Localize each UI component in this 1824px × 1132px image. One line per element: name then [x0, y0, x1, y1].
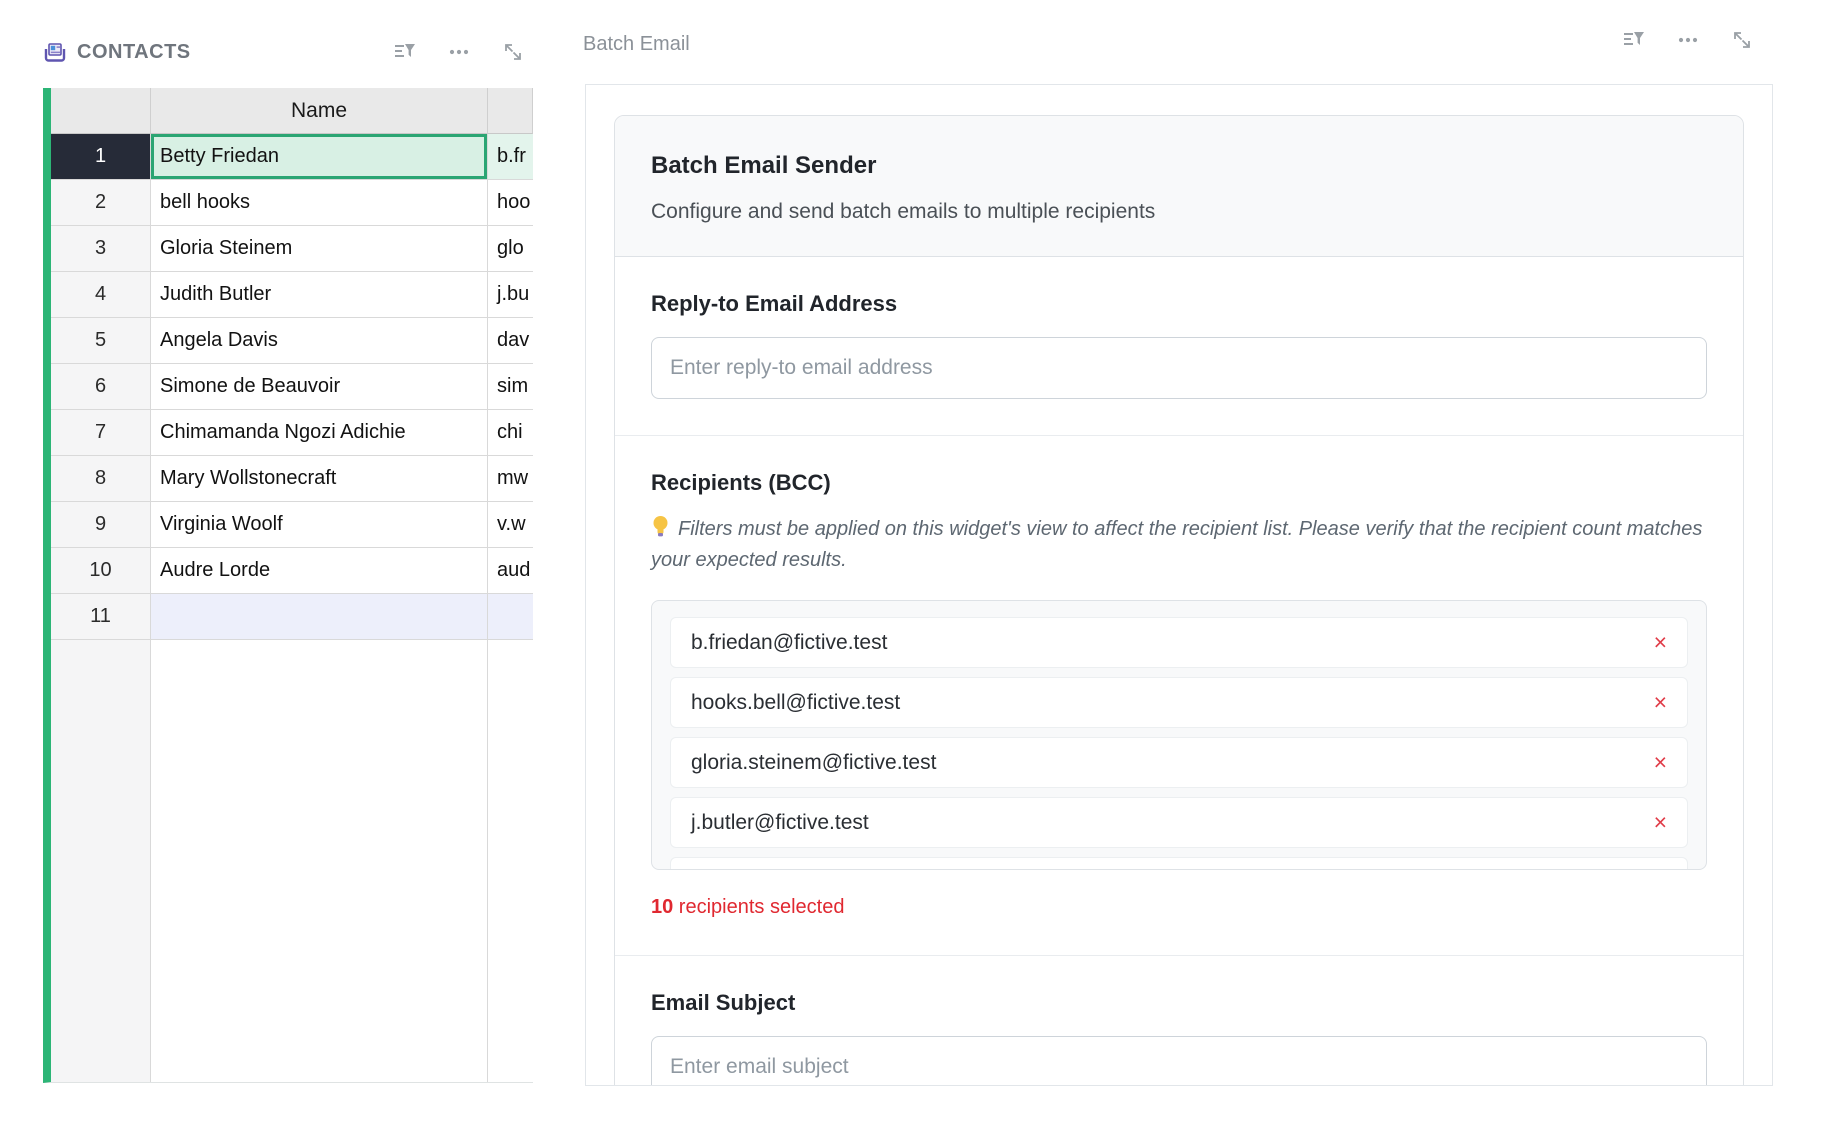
- table-row: 2 bell hooks hoo: [51, 180, 533, 226]
- recipients-hint-text: Filters must be applied on this widget's…: [651, 518, 1703, 571]
- batch-email-widget-body: Batch Email Sender Configure and send ba…: [585, 84, 1773, 1086]
- name-cell[interactable]: Angela Davis: [151, 318, 488, 364]
- name-column-header[interactable]: Name: [151, 88, 488, 134]
- row-number[interactable]: 9: [51, 502, 151, 548]
- batch-email-widget-title: Batch Email: [583, 33, 690, 55]
- subject-input[interactable]: [651, 1036, 1707, 1085]
- table-row: 7 Chimamanda Ngozi Adichie chi: [51, 410, 533, 456]
- remove-recipient-button[interactable]: ×: [1653, 749, 1667, 775]
- row-number[interactable]: 10: [51, 548, 151, 594]
- filter-sort-icon[interactable]: [393, 40, 417, 64]
- name-cell[interactable]: Judith Butler: [151, 272, 488, 318]
- batch-email-form-card: Batch Email Sender Configure and send ba…: [614, 115, 1744, 1085]
- remove-recipient-button[interactable]: ×: [1653, 689, 1667, 715]
- recipient-row: j.butler@fictive.test ×: [670, 797, 1688, 848]
- name-cell[interactable]: Simone de Beauvoir: [151, 364, 488, 410]
- filter-sort-icon[interactable]: [1622, 28, 1646, 52]
- email-cell[interactable]: aud: [488, 548, 533, 594]
- subject-label: Email Subject: [651, 990, 796, 1015]
- remove-recipient-button[interactable]: ×: [1653, 809, 1667, 835]
- email-cell[interactable]: j.bu: [488, 272, 533, 318]
- form-subheading: Configure and send batch emails to multi…: [651, 200, 1156, 223]
- name-cell-selected[interactable]: Betty Friedan: [151, 134, 488, 180]
- email-cell[interactable]: chi: [488, 410, 533, 456]
- remove-recipient-button[interactable]: ×: [1653, 629, 1667, 655]
- email-cell[interactable]: glo: [488, 226, 533, 272]
- form-card-header: Batch Email Sender Configure and send ba…: [615, 116, 1743, 257]
- batch-email-widget-toolbar: [1622, 28, 1754, 52]
- sheet-header-row: Name: [51, 88, 533, 134]
- email-cell[interactable]: v.w: [488, 502, 533, 548]
- row-number[interactable]: 2: [51, 180, 151, 226]
- row-number[interactable]: 7: [51, 410, 151, 456]
- name-cell[interactable]: Virginia Woolf: [151, 502, 488, 548]
- row-number[interactable]: 1: [51, 134, 151, 180]
- email-cell[interactable]: mw: [488, 456, 533, 502]
- expand-icon[interactable]: [501, 40, 525, 64]
- reply-to-section: Reply-to Email Address: [615, 257, 1743, 436]
- row-number[interactable]: 3: [51, 226, 151, 272]
- table-row-empty: 11: [51, 594, 533, 640]
- row-number[interactable]: 11: [51, 594, 151, 640]
- table-row: 1 Betty Friedan b.fr: [51, 134, 533, 180]
- table-row: 9 Virginia Woolf v.w: [51, 502, 533, 548]
- email-cell[interactable]: [488, 594, 533, 640]
- contacts-widget-title: CONTACTS: [77, 40, 191, 63]
- expand-icon[interactable]: [1730, 28, 1754, 52]
- subject-section: Email Subject: [615, 956, 1743, 1085]
- recipient-email: b.friedan@fictive.test: [691, 630, 888, 654]
- contacts-widget: CONTACTS Name: [43, 30, 533, 1083]
- reply-to-label: Reply-to Email Address: [651, 291, 898, 316]
- name-cell[interactable]: Gloria Steinem: [151, 226, 488, 272]
- email-cell[interactable]: sim: [488, 364, 533, 410]
- corner-cell[interactable]: [51, 88, 151, 134]
- table-row: 4 Judith Butler j.bu: [51, 272, 533, 318]
- recipients-hint: Filters must be applied on this widget's…: [651, 514, 1707, 576]
- contacts-icon: [44, 43, 66, 62]
- recipients-label: Recipients (BCC): [651, 470, 831, 495]
- table-row: 6 Simone de Beauvoir sim: [51, 364, 533, 410]
- email-cell[interactable]: hoo: [488, 180, 533, 226]
- name-cell[interactable]: Mary Wollstonecraft: [151, 456, 488, 502]
- lightbulb-icon: [653, 516, 668, 537]
- table-row: 5 Angela Davis dav: [51, 318, 533, 364]
- recipient-row-partial: [670, 857, 1688, 869]
- recipients-section: Recipients (BCC) Filters must be applied…: [615, 436, 1743, 956]
- email-column-header[interactable]: [488, 88, 533, 134]
- recipient-row: hooks.bell@fictive.test ×: [670, 677, 1688, 728]
- table-row: 10 Audre Lorde aud: [51, 548, 533, 594]
- more-options-icon[interactable]: [447, 40, 471, 64]
- recipients-list: b.friedan@fictive.test × hooks.bell@fict…: [651, 600, 1707, 870]
- row-number[interactable]: 4: [51, 272, 151, 318]
- more-options-icon[interactable]: [1676, 28, 1700, 52]
- recipient-email: gloria.steinem@fictive.test: [691, 750, 937, 774]
- name-cell[interactable]: Audre Lorde: [151, 548, 488, 594]
- name-cell[interactable]: bell hooks: [151, 180, 488, 226]
- recipient-count: 10 recipients selected: [651, 896, 845, 918]
- name-cell[interactable]: Chimamanda Ngozi Adichie: [151, 410, 488, 456]
- recipient-count-number: 10: [651, 896, 674, 918]
- email-cell[interactable]: dav: [488, 318, 533, 364]
- name-cell[interactable]: [151, 594, 488, 640]
- table-row: 3 Gloria Steinem glo: [51, 226, 533, 272]
- recipient-row: b.friedan@fictive.test ×: [670, 617, 1688, 668]
- recipient-row: gloria.steinem@fictive.test ×: [670, 737, 1688, 788]
- row-number[interactable]: 6: [51, 364, 151, 410]
- row-number[interactable]: 5: [51, 318, 151, 364]
- form-heading: Batch Email Sender: [651, 152, 877, 179]
- sheet-empty-area: [51, 640, 533, 1082]
- contacts-widget-header: CONTACTS: [43, 30, 533, 74]
- recipient-email: hooks.bell@fictive.test: [691, 690, 901, 714]
- row-number[interactable]: 8: [51, 456, 151, 502]
- recipient-email: j.butler@fictive.test: [691, 810, 869, 834]
- reply-to-input[interactable]: [651, 337, 1707, 399]
- email-cell[interactable]: b.fr: [488, 134, 533, 180]
- table-row: 8 Mary Wollstonecraft mw: [51, 456, 533, 502]
- contacts-spreadsheet: Name 1 Betty Friedan b.fr 2 bell hooks h…: [43, 88, 533, 1083]
